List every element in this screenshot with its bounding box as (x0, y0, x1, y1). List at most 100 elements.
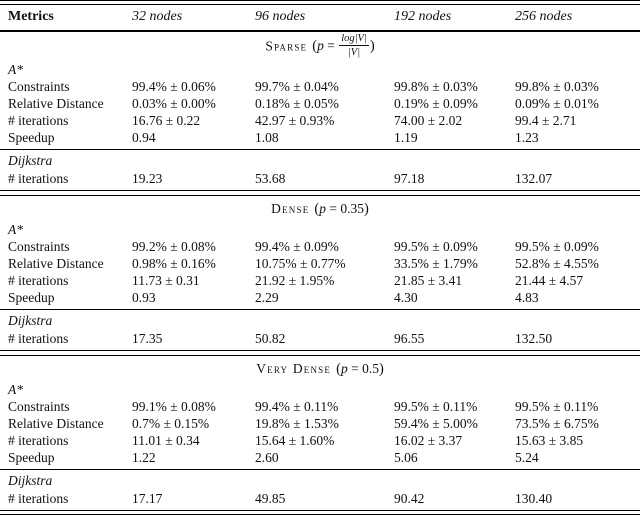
paren-open: ( (312, 38, 318, 55)
section-name: Very Dense (256, 360, 332, 376)
cell-value: 0.19% ± 0.09% (394, 96, 478, 112)
param-variable: p (340, 360, 348, 376)
cell-value: 97.18 (394, 170, 425, 186)
cell-value: 96.55 (394, 330, 425, 346)
algorithm-group-label: A* (0, 62, 640, 79)
cell-value: 132.50 (515, 330, 553, 346)
cell-value: 4.83 (515, 290, 539, 306)
column-header-192-nodes: 192 nodes (394, 9, 452, 24)
cell-value: 15.63 ± 3.85 (515, 433, 584, 449)
row-label: Relative Distance (8, 256, 104, 272)
fraction-numerator: log|V| (339, 33, 369, 47)
top-rule (0, 0, 640, 5)
cell-value: 42.97 ± 0.93% (255, 113, 335, 129)
cell-value: 4.30 (394, 290, 418, 306)
cell-value: 15.64 ± 1.60% (255, 433, 335, 449)
cell-value: 16.76 ± 0.22 (132, 113, 201, 129)
row-label: # iterations (8, 490, 69, 506)
cell-value: 0.03% ± 0.00% (132, 96, 216, 112)
table-row: # iterations 11.01 ± 0.34 15.64 ± 1.60% 16.… (0, 432, 640, 449)
equals-sign: = (327, 38, 335, 54)
cell-value: 11.73 ± 0.31 (132, 273, 200, 289)
section-name: Dense (271, 200, 310, 216)
cell-value: 99.4% ± 0.11% (255, 399, 339, 415)
cell-value: 99.5% ± 0.11% (394, 399, 478, 415)
cell-value: 130.40 (515, 490, 553, 506)
section-param: (p = 0.5) (336, 360, 384, 377)
cell-value: 53.68 (255, 170, 286, 186)
cell-value: 99.1% ± 0.08% (132, 399, 216, 415)
section-title: Sparse (p = log|V| |V|) (0, 32, 640, 62)
row-label: Constraints (8, 239, 70, 255)
param-value: 0.35 (340, 200, 364, 216)
table-row: Speedup 1.22 2.60 5.06 5.24 (0, 449, 640, 466)
fraction-denominator: |V| (347, 46, 361, 58)
cell-value: 0.09% ± 0.01% (515, 96, 599, 112)
group-divider-rule (0, 309, 640, 311)
cell-value: 1.23 (515, 130, 539, 146)
algorithm-group-label: Dijkstra (0, 153, 640, 170)
cell-value: 1.19 (394, 130, 418, 146)
table-row: # iterations 11.73 ± 0.31 21.92 ± 1.95% 21.… (0, 272, 640, 289)
algorithm-name: Dijkstra (8, 153, 53, 169)
algorithm-name: A* (8, 61, 23, 77)
row-label: # iterations (8, 170, 69, 186)
algorithm-name: Dijkstra (8, 313, 53, 329)
column-header-32-nodes: 32 nodes (132, 9, 183, 24)
equals-sign: = (351, 360, 359, 376)
cell-value: 50.82 (255, 330, 286, 346)
cell-value: 21.44 ± 4.57 (515, 273, 584, 289)
algorithm-name: A* (8, 221, 23, 237)
table-row: Speedup 0.93 2.29 4.30 4.83 (0, 289, 640, 306)
cell-value: 52.8% ± 4.55% (515, 256, 599, 272)
column-header-256-nodes: 256 nodes (515, 9, 573, 24)
cell-value: 5.24 (515, 450, 539, 466)
table-row: # iterations 17.17 49.85 90.42 130.40 (0, 490, 640, 507)
cell-value: 99.8% ± 0.03% (394, 79, 478, 95)
table-row: Constraints 99.2% ± 0.08% 99.4% ± 0.09% 99.… (0, 238, 640, 255)
algorithm-name: Dijkstra (8, 473, 53, 489)
paren-open: ( (314, 200, 320, 217)
cell-value: 0.93 (132, 290, 156, 306)
paren-close: ) (369, 38, 375, 55)
cell-value: 132.07 (515, 170, 553, 186)
row-label: Speedup (8, 130, 55, 146)
cell-value: 21.85 ± 3.41 (394, 273, 463, 289)
cell-value: 1.22 (132, 450, 156, 466)
row-label: # iterations (8, 273, 69, 289)
cell-value: 99.5% ± 0.11% (515, 399, 599, 415)
row-label: Speedup (8, 450, 55, 466)
table-row: Relative Distance 0.7% ± 0.15% 19.8% ± 1.5… (0, 415, 640, 432)
bottom-rule (0, 510, 640, 515)
section-param: (p = 0.35) (314, 200, 368, 217)
algorithm-group-label: Dijkstra (0, 473, 640, 490)
cell-value: 0.7% ± 0.15% (132, 416, 210, 432)
section-title: Very Dense (p = 0.5) (0, 358, 640, 382)
cell-value: 90.42 (394, 490, 425, 506)
section-param: (p = log|V| |V|) (312, 33, 375, 58)
column-header-96-nodes: 96 nodes (255, 9, 306, 24)
cell-value: 99.4 ± 2.71 (515, 113, 577, 129)
table-row: Constraints 99.1% ± 0.08% 99.4% ± 0.11% 99.… (0, 398, 640, 415)
cell-value: 2.60 (255, 450, 279, 466)
cell-value: 0.94 (132, 130, 156, 146)
table-header-row: Metrics 32 nodes 96 nodes 192 nodes 256 … (0, 5, 640, 29)
algorithm-name: A* (8, 381, 23, 397)
header-rule (0, 30, 640, 32)
cell-value: 99.5% ± 0.09% (515, 239, 599, 255)
fraction: log|V| |V| (339, 33, 369, 58)
table-body: Sparse (p = log|V| |V|) A* Constraints 99.4% … (0, 32, 640, 507)
cell-value: 33.5% ± 1.79% (394, 256, 478, 272)
table-row: # iterations 19.23 53.68 97.18 132.07 (0, 170, 640, 187)
cell-value: 17.17 (132, 490, 163, 506)
cell-value: 5.06 (394, 450, 418, 466)
section-name: Sparse (265, 38, 308, 54)
cell-value: 2.29 (255, 290, 279, 306)
row-label: # iterations (8, 433, 69, 449)
cell-value: 16.02 ± 3.37 (394, 433, 463, 449)
row-label: # iterations (8, 330, 69, 346)
cell-value: 99.2% ± 0.08% (132, 239, 216, 255)
table-row: Speedup 0.94 1.08 1.19 1.23 (0, 129, 640, 146)
cell-value: 59.4% ± 5.00% (394, 416, 478, 432)
